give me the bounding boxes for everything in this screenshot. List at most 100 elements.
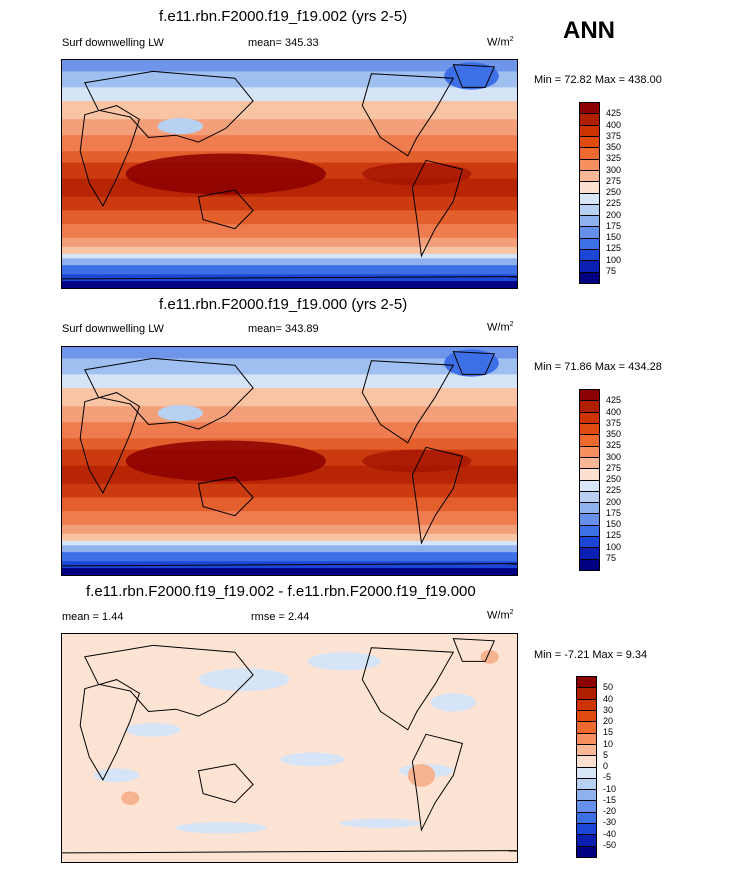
map-field	[62, 347, 517, 575]
colorbar-tick-label: 125	[606, 243, 622, 254]
colorbar-swatch	[580, 136, 599, 149]
colorbar-tick-label: 350	[606, 142, 622, 152]
colorbar-tick-label: -5	[603, 772, 612, 783]
colorbar-tick-label: -30	[603, 817, 617, 828]
colorbar-swatch	[580, 548, 599, 560]
colorbar-tick-label: -10	[603, 783, 617, 794]
colorbar-tick-label: 400	[606, 406, 622, 417]
colorbar-tick-label: 425	[606, 108, 622, 119]
colorbar-tick-label: 350	[606, 429, 622, 439]
colorbar-tick-label: 30	[603, 704, 614, 715]
panel-1-units-label: W/m2	[487, 36, 514, 49]
colorbar-swatch	[577, 710, 596, 723]
colorbar-tick-label: 100	[606, 254, 622, 265]
panel-3-map	[61, 633, 518, 863]
colorbar-tick-label: -20	[603, 806, 617, 816]
colorbar-swatch	[580, 114, 599, 126]
colorbar-swatch	[580, 125, 599, 137]
colorbar-swatch	[577, 744, 596, 757]
colorbar-swatch	[577, 801, 596, 813]
colorbar-tick-label: -50	[603, 839, 617, 850]
colorbar-swatch	[580, 559, 599, 570]
colorbar-tick-label: 425	[606, 395, 622, 406]
colorbar-tick-label: 40	[603, 693, 614, 704]
colorbar-swatch	[577, 790, 596, 802]
panel-1-title: f.e11.rbn.F2000.f19_f19.002 (yrs 2-5)	[159, 8, 408, 25]
colorbar-swatch	[580, 423, 599, 436]
colorbar-tick-label: 250	[606, 474, 622, 484]
panel-2-title: f.e11.rbn.F2000.f19_f19.000 (yrs 2-5)	[159, 296, 408, 313]
colorbar-swatch	[580, 525, 599, 538]
colorbar-tick-label: 275	[606, 175, 622, 186]
colorbar-swatch	[580, 469, 599, 481]
colorbar-swatch	[577, 835, 596, 847]
colorbar-swatch	[577, 688, 596, 700]
colorbar-swatch	[580, 227, 599, 239]
panel-1-mean-label: mean= 345.33	[248, 37, 319, 49]
panel-3-minmax-label: Min = -7.21 Max = 9.34	[534, 649, 648, 661]
colorbar-tick-label: 225	[606, 198, 622, 209]
colorbar-swatch	[577, 778, 596, 791]
colorbar-tick-label: 300	[606, 451, 622, 462]
colorbar-tick-label: 10	[603, 738, 614, 749]
colorbar-swatch	[580, 537, 599, 549]
colorbar-swatch	[577, 677, 596, 689]
panel-1-map	[61, 59, 518, 289]
colorbar-tick-label: 150	[606, 519, 622, 529]
colorbar-swatch	[577, 722, 596, 734]
colorbar-swatch	[580, 182, 599, 194]
colorbar-swatch	[580, 412, 599, 424]
colorbar-swatch	[580, 435, 599, 447]
panel-1-colorbar-labels: 425 400 375 350 325 300 275 250 225 200 175 150 125 1…	[606, 102, 636, 282]
colorbar-swatch	[580, 272, 599, 283]
panel-3-units-label: W/m2	[487, 609, 514, 622]
colorbar-swatch	[577, 756, 596, 768]
colorbar-swatch	[580, 148, 599, 160]
colorbar-tick-label: 200	[606, 496, 622, 507]
colorbar-swatch	[580, 216, 599, 228]
colorbar-swatch	[580, 480, 599, 492]
colorbar-swatch	[580, 250, 599, 262]
panel-2-map	[61, 346, 518, 576]
colorbar-swatch	[580, 103, 599, 115]
panel-1-variable-label: Surf downwelling LW	[62, 37, 164, 49]
colorbar-tick-label: 150	[606, 232, 622, 242]
panel-3-colorbar-labels: 50 40 30 20 15 10 5 0 -5 -10 -15 -20 -30 -40 -50	[603, 676, 633, 856]
colorbar-swatch	[580, 238, 599, 251]
colorbar-swatch	[580, 503, 599, 515]
colorbar-swatch	[577, 824, 596, 836]
season-label: ANN	[563, 17, 615, 44]
colorbar-tick-label: -15	[603, 794, 617, 805]
colorbar-tick-label: 375	[606, 130, 622, 141]
colorbar-swatch	[577, 767, 596, 779]
panel-1-minmax-label: Min = 72.82 Max = 438.00	[534, 74, 662, 86]
panel-1-colorbar	[579, 102, 600, 284]
colorbar-tick-label: 20	[603, 716, 614, 726]
colorbar-swatch	[577, 812, 596, 825]
colorbar-tick-label: 300	[606, 164, 622, 175]
panel-2-variable-label: Surf downwelling LW	[62, 323, 164, 335]
colorbar-tick-label: 75	[606, 265, 617, 276]
colorbar-tick-label: 200	[606, 209, 622, 220]
colorbar-tick-label: 175	[606, 507, 622, 518]
colorbar-tick-label: 0	[603, 761, 609, 771]
colorbar-tick-label: 175	[606, 220, 622, 231]
colorbar-swatch	[577, 733, 596, 745]
colorbar-tick-label: 50	[603, 682, 614, 693]
panel-2-minmax-label: Min = 71.86 Max = 434.28	[534, 361, 662, 373]
colorbar-tick-label: 100	[606, 541, 622, 552]
colorbar-swatch	[580, 457, 599, 470]
colorbar-swatch	[580, 491, 599, 504]
map-field	[62, 60, 517, 288]
colorbar-swatch	[580, 446, 599, 458]
colorbar-swatch	[580, 170, 599, 183]
panel-3-colorbar	[576, 676, 597, 858]
colorbar-tick-label: 5	[603, 749, 609, 760]
colorbar-tick-label: 375	[606, 417, 622, 428]
colorbar-tick-label: 325	[606, 440, 622, 451]
panel-2-units-label: W/m2	[487, 321, 514, 334]
panel-3-mean-label: mean = 1.44	[62, 611, 124, 623]
colorbar-tick-label: 325	[606, 153, 622, 164]
colorbar-tick-label: -40	[603, 828, 617, 839]
colorbar-swatch	[580, 401, 599, 413]
